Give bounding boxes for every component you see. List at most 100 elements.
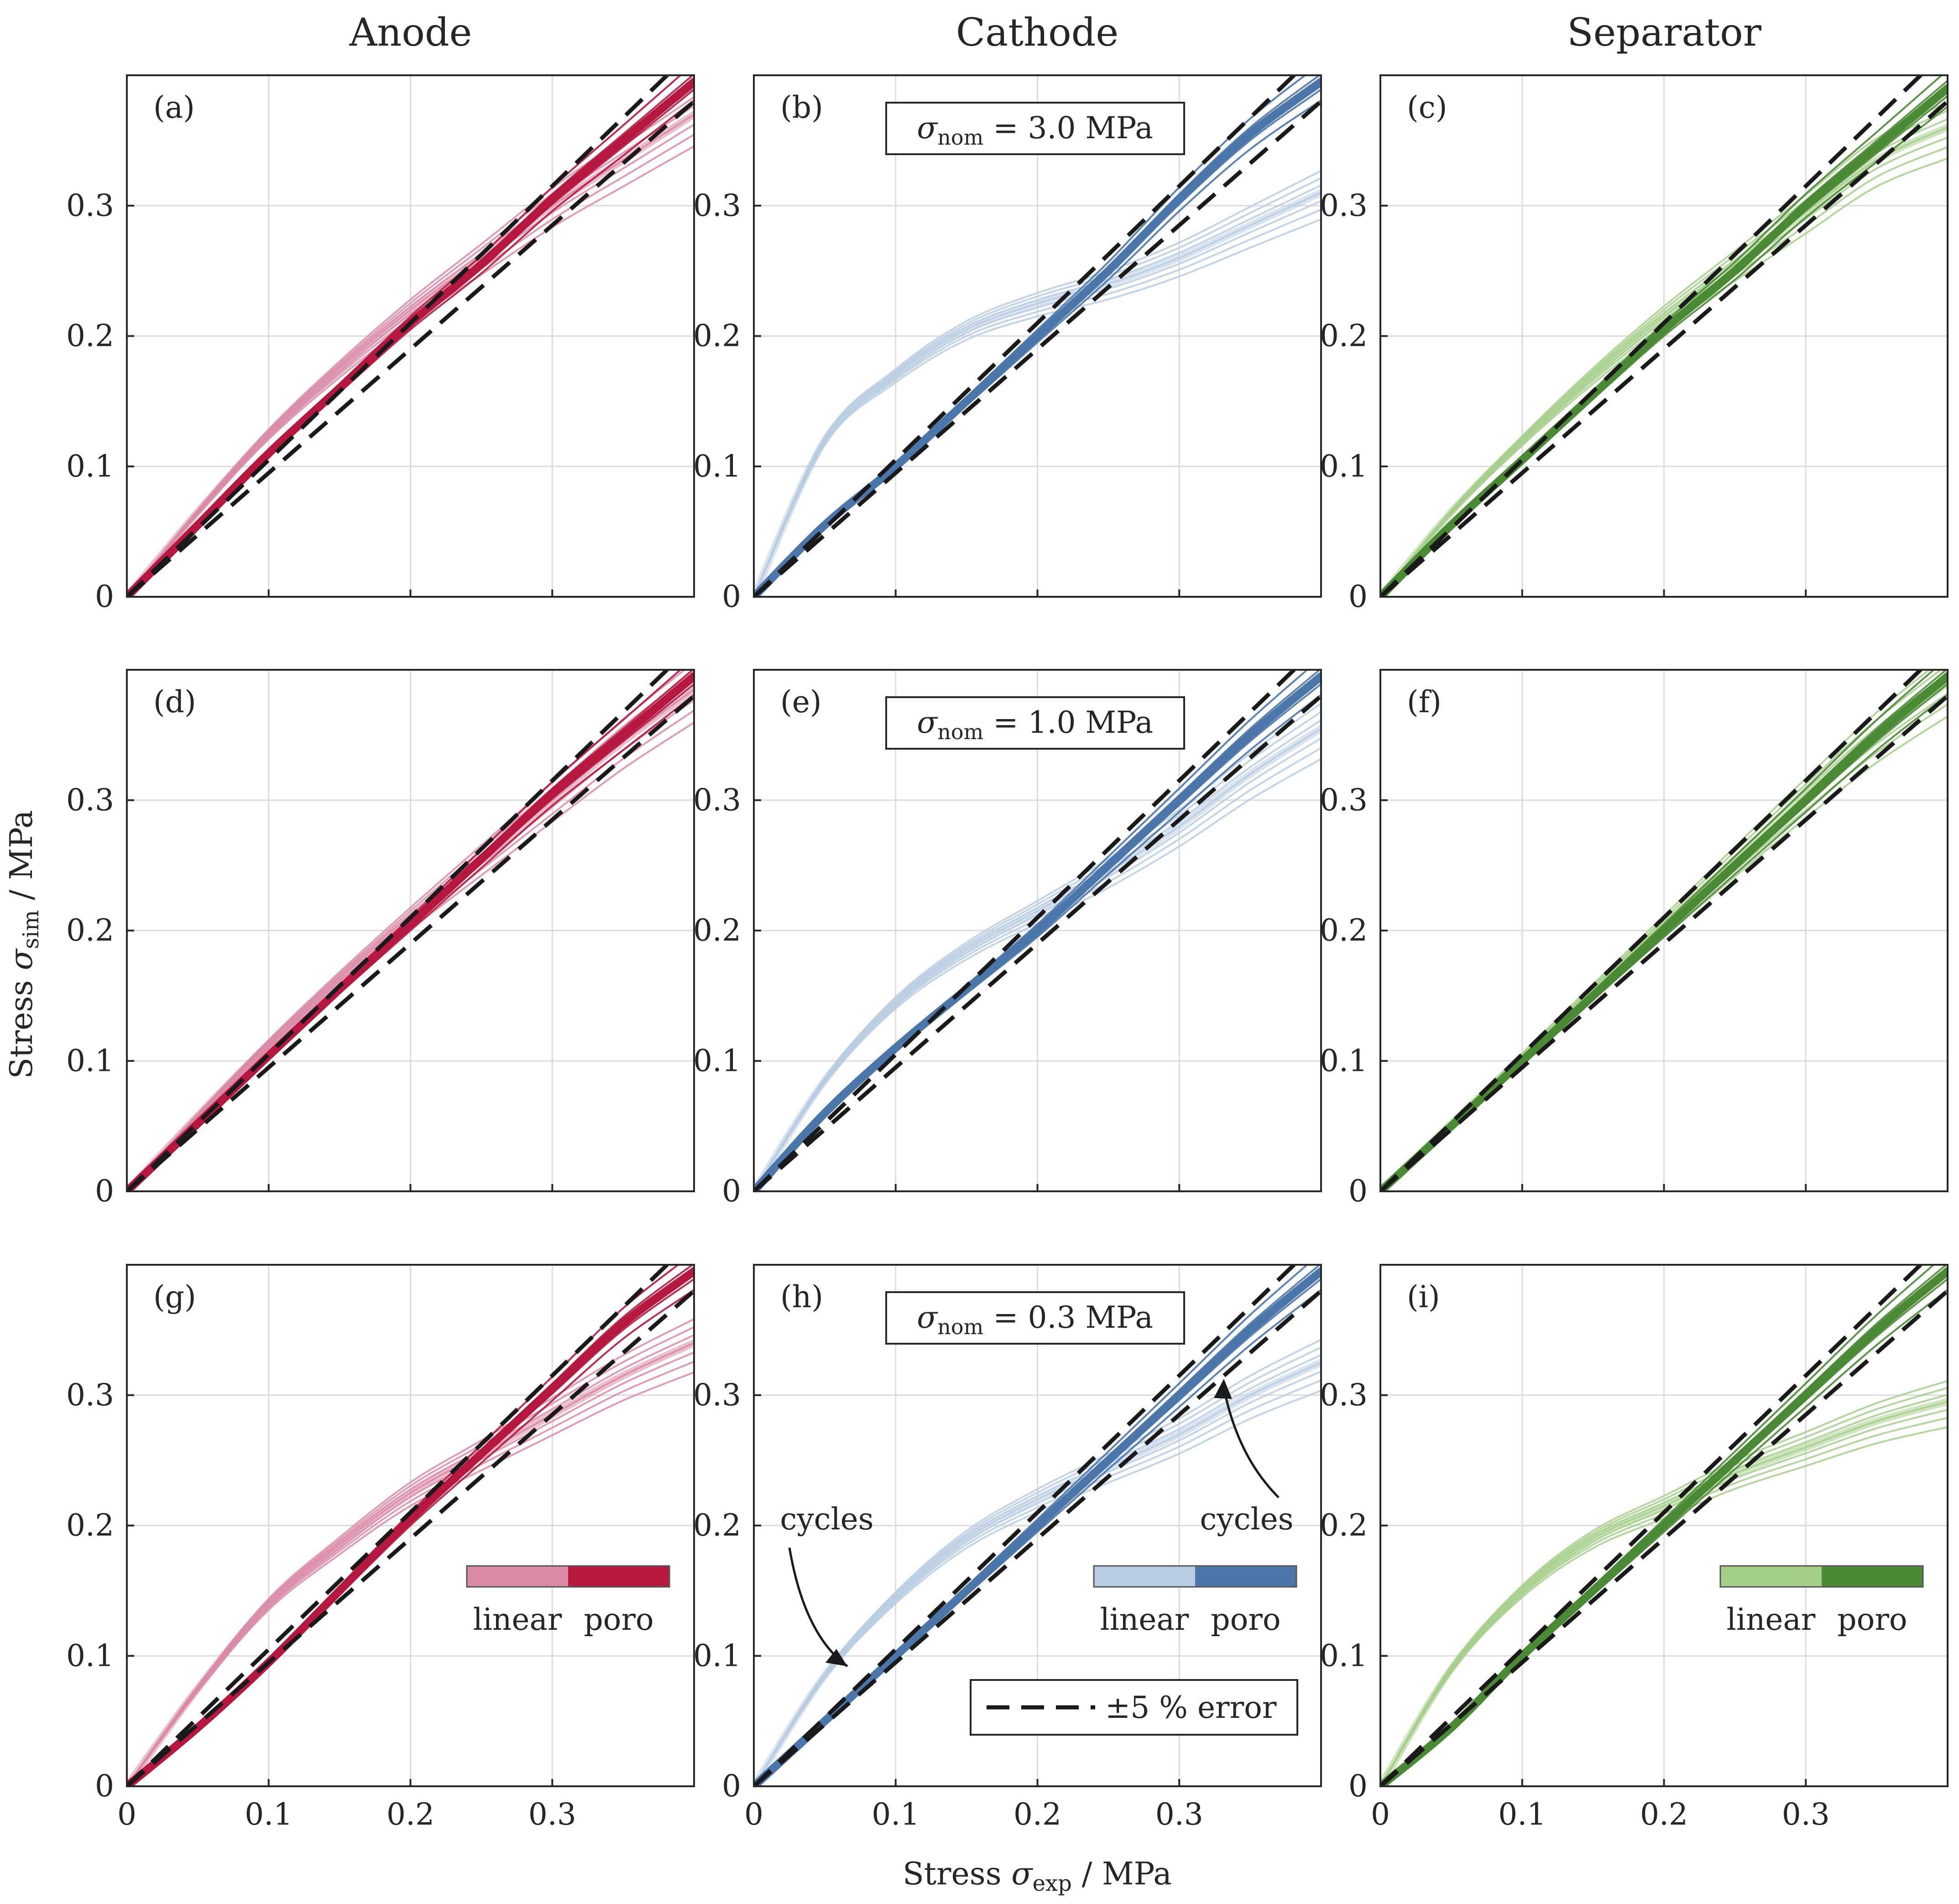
- y-axis-label-subscript: sim: [18, 910, 44, 949]
- y-tick-label: 0.3: [66, 1377, 114, 1413]
- nominal-value: = 1.0 MPa: [983, 705, 1153, 740]
- panel-h: 00 0.1 0.1 0.2 0.2 0.3 0.3 (h) σnom = 0.3 MPa lin…: [693, 1264, 1322, 1832]
- plot-area: [1380, 670, 1948, 1191]
- error-line-lower: [1380, 1289, 1948, 1786]
- y-tick-label: 0.1: [66, 1043, 114, 1078]
- x-tick-label: 0.2: [1640, 1797, 1688, 1832]
- x-axis-label-prefix: Stress: [903, 1856, 1011, 1892]
- panel-i: 00 0.1 0.1 0.2 0.2 0.3 0.3 (i) linear poro: [1320, 1264, 1949, 1832]
- annotation-arrowhead-right: [1214, 1379, 1232, 1399]
- error-line-upper: [754, 75, 1297, 597]
- x-tick-label: 0.1: [1498, 1797, 1546, 1832]
- series-poro-band: [754, 1267, 1321, 1786]
- x-tick-label: 0.1: [245, 1797, 293, 1832]
- y-tick-label: 0: [95, 1174, 114, 1209]
- nominal-symbol: σ: [917, 110, 938, 146]
- y-axis-label: Stress σsim / MPa: [4, 810, 44, 1079]
- y-tick-label: 0.1: [66, 449, 114, 484]
- legend-poro-label: poro: [1211, 1602, 1280, 1637]
- series-poro-band: [127, 672, 694, 1191]
- error-line-upper: [1380, 670, 1924, 1191]
- y-tick-label: 0.2: [693, 1508, 741, 1543]
- error-line-upper: [754, 670, 1297, 1191]
- y-tick-label: 0: [722, 1768, 741, 1804]
- panel-g: 00 0.1 0.1 0.2 0.2 0.3 0.3 (g) linear poro: [66, 1264, 695, 1832]
- legend-linear-swatch: [467, 1566, 568, 1587]
- error-line-lower: [754, 1289, 1321, 1786]
- legend-poro-swatch: [1822, 1566, 1923, 1587]
- y-tick-label: 0.3: [66, 782, 114, 818]
- legend-linear-label: linear: [1100, 1602, 1189, 1637]
- legend-swatch-frame: [466, 1565, 670, 1588]
- panel-label: (b): [780, 90, 823, 125]
- plot-area: [1380, 75, 1948, 597]
- nominal-stress-box: [885, 102, 1185, 155]
- y-axis-label-symbol: σ: [4, 948, 40, 970]
- x-tick-label: 0.2: [1013, 1797, 1061, 1832]
- y-tick-label: 0.3: [66, 188, 114, 223]
- panel-b: 0 0.1 0.2 0.3 (b) σnom = 3.0 MPa: [693, 74, 1322, 614]
- error-line-lower: [754, 694, 1321, 1191]
- error-line-upper: [127, 1265, 670, 1786]
- x-tick-label: 0.2: [387, 1797, 434, 1832]
- legend-linear-label: linear: [473, 1602, 562, 1637]
- y-tick-label: 0.3: [1320, 1377, 1368, 1413]
- error-line-upper: [127, 670, 670, 1191]
- panel-f: 0 0.1 0.2 0.3 (f): [1320, 669, 1949, 1209]
- panel-label: (e): [780, 684, 822, 720]
- error-line-upper: [754, 1265, 1297, 1786]
- y-tick-label: 0.1: [66, 1638, 114, 1673]
- series-linear-band: [1380, 124, 1948, 597]
- column-title-cathode: Cathode: [956, 10, 1118, 55]
- y-tick-label: 0: [722, 579, 741, 614]
- panel-label: (f): [1407, 684, 1442, 720]
- y-tick-label: 0.1: [693, 1043, 741, 1078]
- column-title-separator: Separator: [1567, 10, 1762, 55]
- legend-poro-swatch: [568, 1566, 669, 1587]
- series-linear-band: [754, 189, 1321, 597]
- series-linear-band: [1380, 1398, 1948, 1786]
- x-tick-label: 0.3: [528, 1797, 576, 1832]
- annotation-arrowhead-left: [825, 1649, 847, 1666]
- error-line-upper: [1380, 75, 1924, 597]
- series-poro-band: [1380, 672, 1948, 1191]
- panel-e: 0 0.1 0.2 0.3 (e) σnom = 1.0 MPa: [693, 669, 1322, 1209]
- panel-a: 0 0.1 0.2 0.3 (a): [66, 74, 695, 614]
- x-tick-label: 0: [744, 1797, 763, 1832]
- annotation-cycles-right: cycles: [1200, 1502, 1293, 1537]
- y-tick-label: 0.3: [693, 782, 741, 818]
- y-tick-label: 0.2: [66, 318, 114, 354]
- annotation-arrow-right: [1222, 1388, 1280, 1498]
- panel-label: (g): [153, 1279, 196, 1315]
- y-tick-label: 0: [1348, 1768, 1368, 1804]
- x-tick-label: 0.3: [1782, 1797, 1830, 1832]
- y-tick-label: 0.2: [66, 913, 114, 948]
- y-tick-label: 0.2: [693, 318, 741, 354]
- legend-linear-swatch: [1720, 1566, 1822, 1587]
- y-tick-label: 0: [722, 1174, 741, 1209]
- series-poro-band: [754, 672, 1321, 1191]
- y-tick-label: 0.2: [1320, 1508, 1368, 1543]
- x-axis-label-suffix: / MPa: [1072, 1856, 1172, 1892]
- series-poro-band: [754, 78, 1321, 597]
- legend-error-label: ±5 % error: [1105, 1690, 1277, 1725]
- nominal-value: = 0.3 MPa: [983, 1300, 1153, 1335]
- y-tick-label: 0.3: [693, 1377, 741, 1413]
- error-line-lower: [754, 99, 1321, 597]
- y-tick-label: 0.2: [693, 913, 741, 948]
- column-title-anode: Anode: [349, 10, 472, 55]
- error-line-lower: [127, 694, 694, 1191]
- y-tick-label: 0.3: [693, 188, 741, 223]
- x-tick-label: 0.1: [872, 1797, 919, 1832]
- legend-swatch-frame: [1093, 1565, 1297, 1588]
- y-tick-label: 0: [1348, 1174, 1368, 1209]
- x-tick-label: 0: [1371, 1797, 1390, 1832]
- plot-area: [1380, 1265, 1948, 1786]
- y-tick-label: 0.3: [1320, 782, 1368, 818]
- nominal-stress-box: [885, 696, 1185, 750]
- panels: 00.10.20.3(a)00.10.20.3(b)σnom = 3.0 MPa…: [66, 74, 1949, 1832]
- nominal-symbol: σ: [917, 705, 938, 740]
- y-axis-label-prefix: Stress: [4, 970, 40, 1079]
- y-tick-label: 0.2: [66, 1508, 114, 1543]
- y-tick-label: 0.1: [1320, 1638, 1368, 1673]
